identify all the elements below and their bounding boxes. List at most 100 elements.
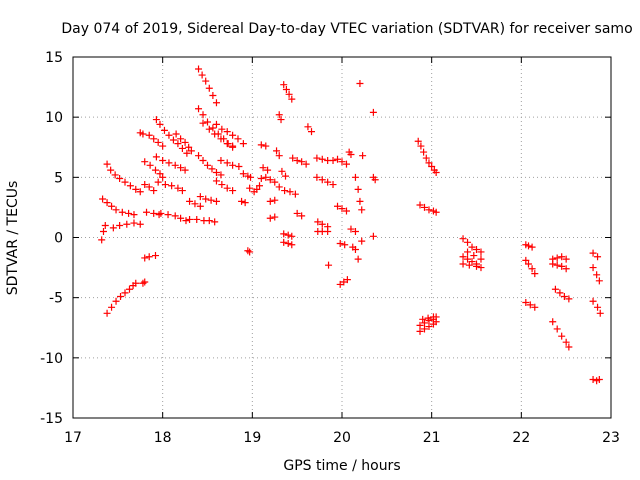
- data-point: [212, 169, 220, 177]
- data-point: [562, 255, 570, 263]
- data-point: [278, 167, 286, 175]
- data-point: [178, 144, 186, 152]
- data-point: [141, 181, 149, 189]
- data-point: [182, 217, 190, 225]
- data-point: [229, 131, 237, 139]
- data-point: [318, 220, 326, 228]
- x-tick-label: 20: [333, 430, 351, 446]
- data-point: [247, 173, 255, 181]
- data-point: [420, 203, 428, 211]
- data-point: [549, 260, 557, 268]
- data-point: [111, 171, 119, 179]
- data-point: [325, 261, 333, 269]
- data-point: [280, 81, 288, 89]
- data-point: [186, 215, 194, 223]
- data-point: [125, 209, 133, 217]
- data-point: [141, 158, 149, 166]
- data-point: [165, 159, 173, 167]
- data-point: [199, 119, 207, 127]
- data-point: [288, 232, 296, 240]
- data-point: [356, 79, 364, 87]
- data-point: [195, 105, 203, 113]
- data-point: [239, 170, 247, 178]
- data-point: [595, 277, 603, 285]
- data-point: [155, 211, 163, 219]
- data-point: [262, 142, 270, 150]
- data-point: [141, 254, 149, 262]
- data-point: [165, 131, 173, 139]
- data-point: [199, 111, 207, 119]
- data-point: [136, 188, 144, 196]
- data-point: [347, 225, 355, 233]
- data-point: [459, 260, 467, 268]
- data-point: [103, 160, 111, 168]
- data-point: [465, 261, 473, 269]
- data-point: [358, 237, 366, 245]
- data-point: [234, 135, 242, 143]
- data-point: [217, 135, 225, 143]
- data-point: [145, 131, 153, 139]
- y-tick-label: -15: [40, 411, 63, 427]
- data-point: [181, 166, 189, 174]
- data-point: [464, 238, 472, 246]
- data-point: [157, 209, 165, 217]
- data-point: [223, 159, 231, 167]
- data-point: [183, 149, 191, 157]
- data-points: [98, 65, 604, 385]
- data-point: [347, 150, 355, 158]
- data-point: [464, 255, 472, 263]
- data-point: [425, 323, 433, 331]
- data-point: [343, 276, 351, 284]
- data-point: [161, 181, 169, 189]
- data-point: [154, 178, 162, 186]
- data-point: [151, 252, 159, 260]
- data-point: [246, 248, 254, 256]
- data-point: [275, 152, 283, 160]
- data-point: [152, 153, 160, 161]
- data-point: [174, 184, 182, 192]
- data-point: [553, 261, 561, 269]
- data-point: [318, 155, 326, 163]
- data-point: [314, 218, 322, 226]
- data-point: [121, 289, 129, 297]
- data-point: [291, 190, 299, 198]
- data-point: [318, 176, 326, 184]
- data-point: [282, 172, 290, 180]
- data-point: [562, 338, 570, 346]
- data-point: [459, 235, 467, 243]
- data-point: [196, 193, 204, 201]
- data-point: [288, 95, 296, 103]
- data-point: [117, 292, 125, 300]
- data-point: [185, 143, 193, 151]
- ticks: 17 18 19 20 21 22 23 15 10 5 0 -5 -10 -15: [40, 50, 620, 446]
- data-point: [145, 183, 153, 191]
- data-point: [174, 140, 182, 148]
- data-point: [324, 178, 332, 186]
- data-point: [432, 169, 440, 177]
- data-point: [351, 173, 359, 181]
- data-point: [177, 164, 185, 172]
- data-point: [150, 209, 158, 217]
- data-point: [123, 220, 131, 228]
- data-point: [244, 247, 252, 255]
- data-point: [107, 166, 115, 174]
- data-point: [468, 258, 476, 266]
- data-point: [235, 163, 243, 171]
- data-point: [266, 197, 274, 205]
- data-point: [99, 227, 107, 235]
- data-point: [202, 77, 210, 85]
- data-point: [425, 159, 433, 167]
- data-point: [298, 212, 306, 220]
- data-point: [256, 182, 264, 190]
- data-point: [223, 184, 231, 192]
- data-point: [177, 214, 185, 222]
- x-tick-label: 19: [243, 430, 261, 446]
- data-point: [266, 214, 274, 222]
- data-point: [177, 135, 185, 143]
- data-point: [275, 183, 283, 191]
- data-point: [209, 124, 217, 132]
- data-point: [257, 175, 265, 183]
- data-point: [259, 164, 267, 172]
- y-tick-label: 15: [45, 50, 63, 66]
